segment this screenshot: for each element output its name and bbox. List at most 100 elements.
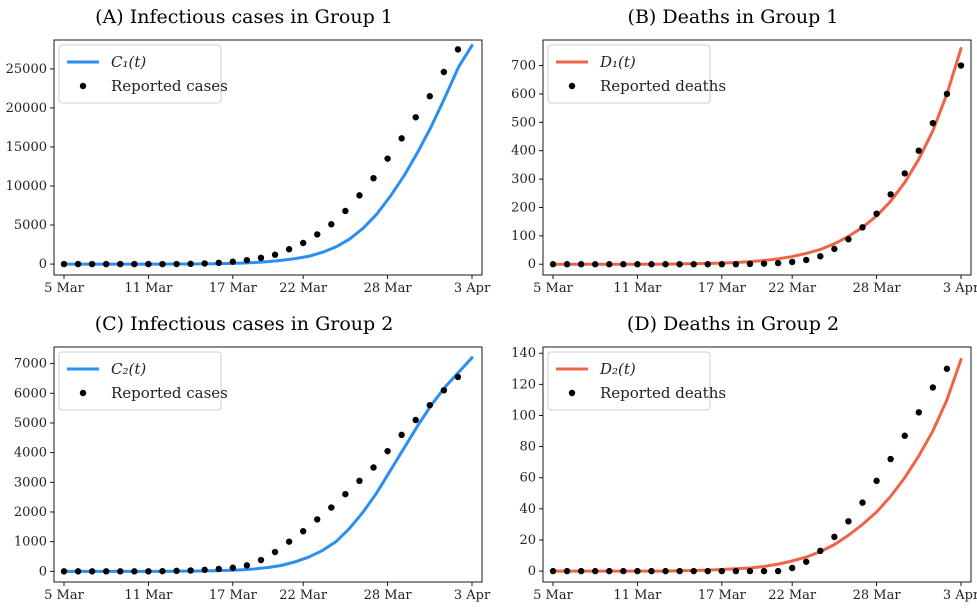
data-point — [215, 259, 222, 267]
x-tick-label: 17 Mar — [209, 588, 258, 603]
data-point — [690, 261, 697, 268]
data-point — [145, 260, 152, 268]
data-point — [549, 567, 557, 575]
data-point — [563, 567, 571, 575]
panel-b: (B) Deaths in Group 1 0 100 200 300 400 500 60… — [489, 0, 977, 306]
data-point — [60, 260, 68, 268]
y-tick-label: 6000 — [14, 386, 47, 401]
panel-b-title: (B) Deaths in Group 1 — [489, 6, 977, 28]
data-point — [803, 256, 810, 264]
data-point — [634, 261, 641, 268]
y-tick-label: 100 — [511, 229, 536, 244]
data-point — [454, 46, 462, 53]
data-point — [74, 260, 82, 268]
plot-frame — [542, 39, 972, 276]
y-tick-label: 60 — [519, 471, 536, 486]
data-point — [690, 567, 697, 575]
data-point — [901, 170, 908, 177]
data-point — [788, 258, 796, 266]
data-point — [943, 365, 951, 372]
data-point — [929, 384, 937, 391]
legend-box — [58, 44, 222, 104]
y-tick-label: 15000 — [6, 140, 47, 155]
legend-label: D₁(t) — [599, 53, 636, 71]
data-point — [887, 191, 894, 198]
data-point — [243, 256, 251, 264]
panel-c: (C) Infectious cases in Group 2 0 1000 200… — [0, 307, 491, 613]
y-tick-label: 80 — [519, 440, 536, 455]
data-point — [131, 260, 138, 268]
data-point — [620, 567, 627, 575]
panel-c-title: (C) Infectious cases in Group 2 — [0, 313, 488, 335]
data-point — [314, 231, 321, 238]
data-point — [370, 174, 377, 182]
y-tick-label: 120 — [511, 377, 536, 392]
y-tick-label: 20000 — [6, 101, 47, 116]
x-tick-label: 17 Mar — [698, 588, 747, 603]
x-tick-label: 11 Mar — [613, 281, 662, 296]
x-tick-label: 11 Mar — [124, 588, 173, 603]
y-tick-label: 140 — [511, 346, 536, 361]
data-point — [746, 260, 754, 268]
panel-d-letter: (D) — [626, 313, 657, 335]
data-point — [173, 260, 180, 268]
y-tick-label: 20 — [519, 533, 536, 548]
data-point — [187, 567, 194, 574]
data-point — [648, 261, 655, 268]
data-point — [915, 409, 922, 416]
data-point — [592, 261, 599, 268]
legend-box — [58, 351, 222, 411]
y-tick-label: 1000 — [14, 535, 47, 550]
data-point — [774, 567, 782, 575]
data-point — [676, 567, 683, 575]
data-point — [901, 432, 908, 439]
y-tick-label: 2000 — [14, 505, 47, 520]
data-point — [620, 261, 627, 268]
data-point — [74, 568, 82, 575]
data-point — [873, 210, 880, 217]
data-point — [257, 556, 265, 564]
x-tick-label: 28 Mar — [853, 281, 902, 296]
legend-dot-swatch — [79, 82, 87, 90]
data-point — [398, 431, 405, 439]
data-point — [845, 518, 852, 525]
panel-c-title-text: Infectious cases in Group 2 — [130, 313, 394, 335]
data-point — [577, 261, 585, 268]
x-tick-label: 5 Mar — [44, 281, 84, 296]
x-tick-label: 5 Mar — [533, 588, 573, 603]
panel-d-title: (D) Deaths in Group 2 — [489, 313, 977, 335]
data-point — [831, 533, 838, 541]
data-point — [356, 477, 363, 485]
data-point — [704, 261, 711, 268]
data-point — [229, 258, 237, 265]
legend-label: Reported cases — [111, 384, 228, 402]
data-point — [676, 261, 683, 268]
data-point — [648, 567, 655, 575]
x-tick-label: 17 Mar — [698, 281, 747, 296]
data-point — [454, 373, 462, 381]
data-point — [732, 261, 740, 268]
y-tick-label: 10000 — [6, 179, 47, 194]
data-point — [817, 547, 824, 555]
data-point — [356, 192, 363, 199]
data-point — [229, 564, 237, 571]
x-tick-label: 5 Mar — [533, 281, 573, 296]
data-point — [426, 401, 433, 409]
x-tick-label: 22 Mar — [768, 281, 817, 296]
legend-label: Reported deaths — [600, 77, 726, 95]
data-point — [384, 155, 391, 162]
y-tick-label: 500 — [511, 115, 536, 130]
panel-c-plot: 0 1000 2000 3000 4000 5000 6000 7000 5 Mar 11 Mar… — [14, 346, 491, 603]
data-point — [88, 260, 96, 268]
data-point — [271, 548, 279, 556]
data-point — [788, 564, 796, 572]
panel-d-plot: 0 20 40 60 80 100 120 140 5 Mar 11 Mar 17 Mar 22 Ma… — [511, 346, 977, 603]
data-point — [718, 567, 726, 575]
x-tick-label: 11 Mar — [613, 588, 662, 603]
legend-box — [547, 44, 711, 104]
data-point — [887, 455, 894, 463]
data-point — [215, 565, 222, 573]
x-tick-label: 28 Mar — [853, 588, 902, 603]
data-point — [117, 260, 124, 268]
data-point — [732, 567, 740, 575]
